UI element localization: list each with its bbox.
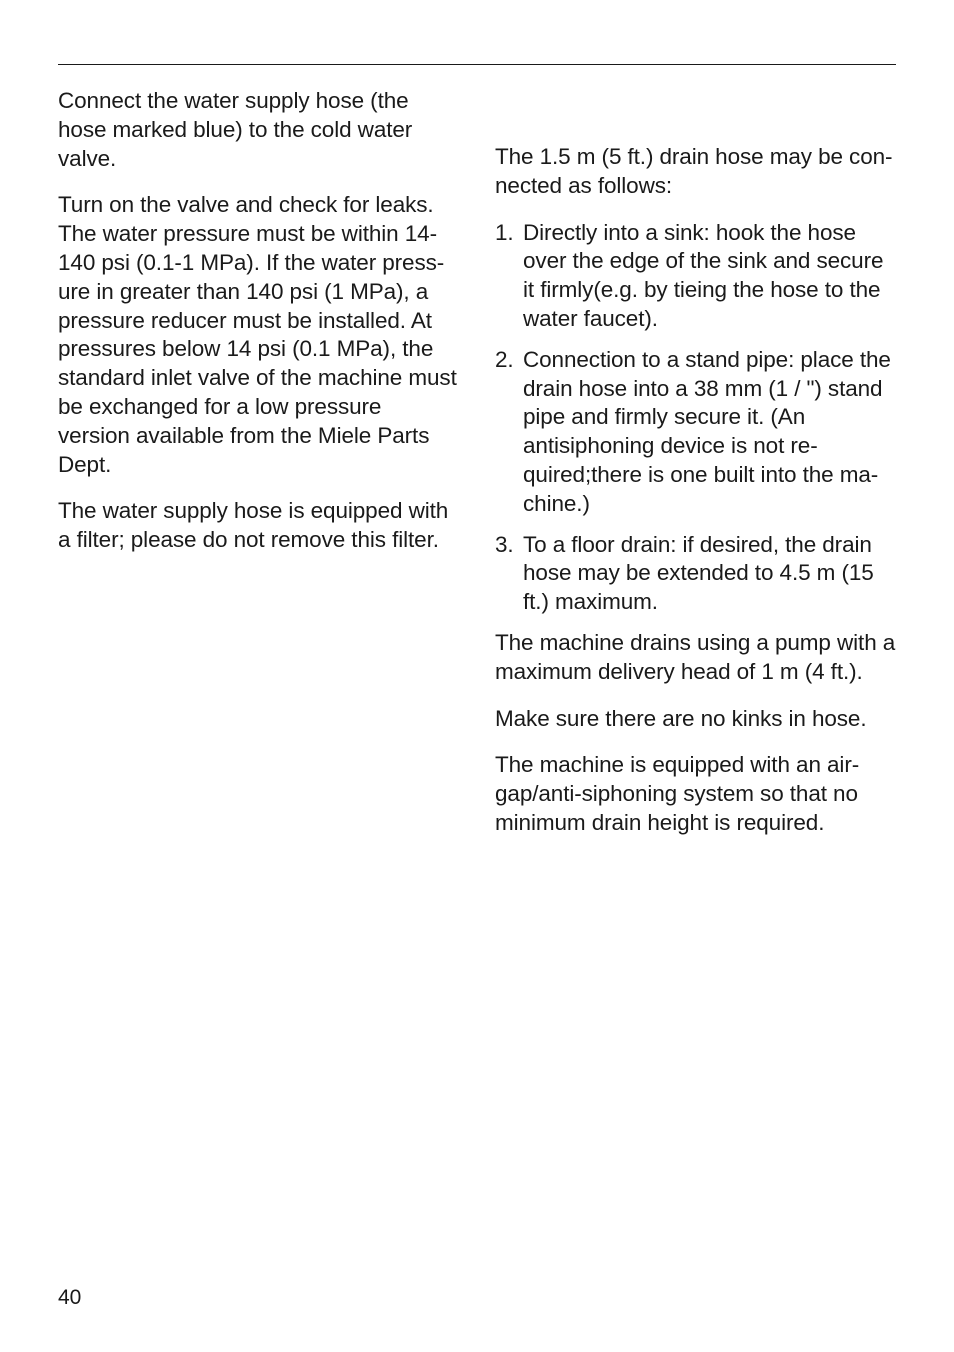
right-para-pump: The machine drains using a pump with a m… (495, 629, 896, 687)
list-item: 2. Connection to a stand pipe: place the… (495, 346, 896, 519)
list-text: Directly into a sink: hook the hose over… (523, 219, 896, 334)
two-column-layout: Connect the water supply hose (the hose … (58, 87, 896, 856)
drain-options-list: 1. Directly into a sink: hook the hose o… (495, 219, 896, 617)
right-column-top-gap (495, 87, 896, 143)
list-text: Connection to a stand pipe: place the dr… (523, 346, 896, 519)
list-text: To a floor drain: if desired, the drain … (523, 531, 896, 617)
left-column: Connect the water supply hose (the hose … (58, 87, 459, 856)
right-intro: The 1.5 m (5 ft.) drain hose may be con­… (495, 143, 896, 201)
left-para-1: Connect the water supply hose (the hose … (58, 87, 459, 173)
right-para-airgap: The machine is equipped with an air­gap/… (495, 751, 896, 837)
list-number: 3. (495, 531, 523, 617)
top-rule (58, 64, 896, 65)
list-item: 1. Directly into a sink: hook the hose o… (495, 219, 896, 334)
list-number: 1. (495, 219, 523, 334)
right-column: The 1.5 m (5 ft.) drain hose may be con­… (495, 87, 896, 856)
page-number: 40 (58, 1286, 81, 1310)
left-para-2: Turn on the valve and check for leaks. T… (58, 191, 459, 479)
list-number: 2. (495, 346, 523, 519)
list-item: 3. To a floor drain: if desired, the dra… (495, 531, 896, 617)
left-para-3: The water supply hose is equipped with a… (58, 497, 459, 555)
page: Connect the water supply hose (the hose … (0, 0, 954, 856)
right-para-kinks: Make sure there are no kinks in hose. (495, 705, 896, 734)
